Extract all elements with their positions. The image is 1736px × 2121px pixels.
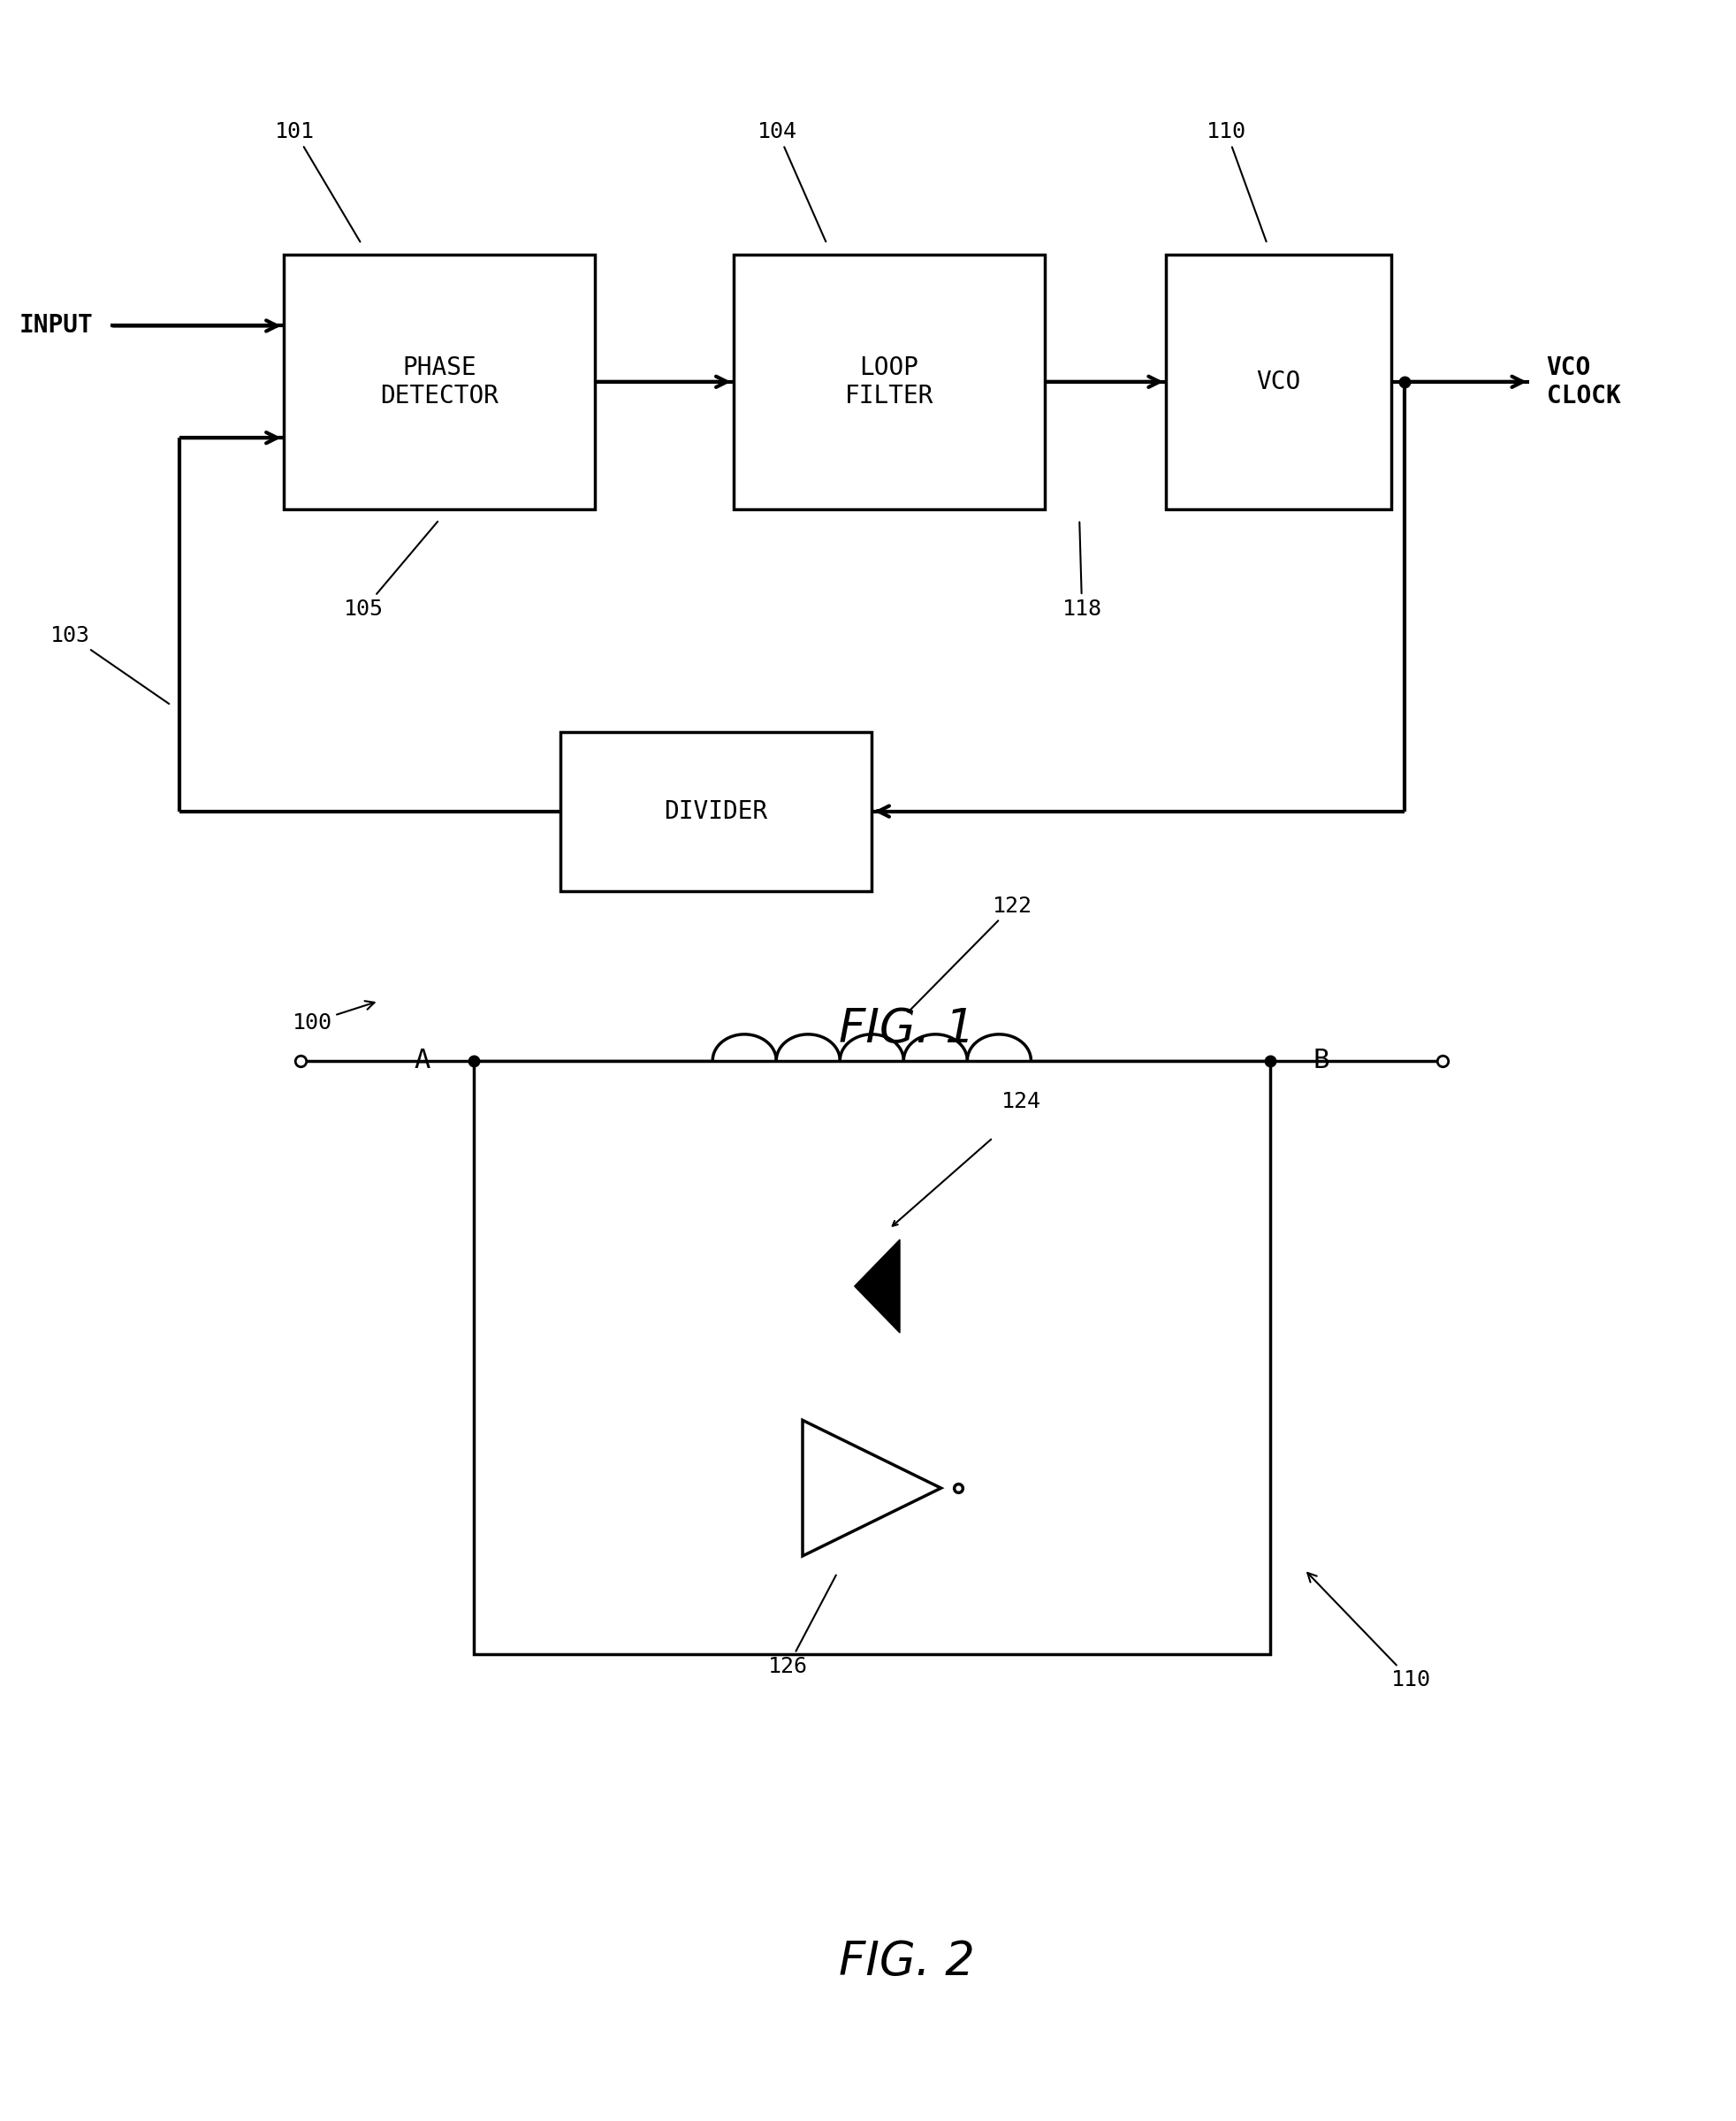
Text: 100: 100 — [292, 1001, 375, 1033]
Text: B: B — [1312, 1048, 1328, 1073]
Bar — [561, 732, 871, 891]
Bar — [283, 255, 595, 509]
Text: 126: 126 — [767, 1576, 835, 1678]
Text: VCO: VCO — [1255, 369, 1300, 395]
Bar — [733, 255, 1045, 509]
Text: INPUT: INPUT — [19, 314, 94, 337]
Bar — [474, 1060, 1269, 1654]
Text: LOOP
FILTER: LOOP FILTER — [844, 354, 932, 409]
Bar — [1165, 255, 1391, 509]
Text: 122: 122 — [908, 895, 1033, 1012]
Polygon shape — [854, 1239, 899, 1332]
Polygon shape — [802, 1421, 941, 1557]
Text: 104: 104 — [757, 121, 825, 242]
Text: 124: 124 — [1002, 1090, 1042, 1111]
Text: 110: 110 — [1207, 121, 1266, 242]
Text: VCO
CLOCK: VCO CLOCK — [1545, 354, 1620, 409]
Text: DIVIDER: DIVIDER — [663, 800, 767, 823]
Text: A: A — [415, 1048, 431, 1073]
Text: 103: 103 — [50, 626, 168, 704]
Text: 118: 118 — [1062, 522, 1101, 619]
Text: 101: 101 — [274, 121, 359, 242]
Text: FIG. 2: FIG. 2 — [838, 1939, 974, 1985]
Text: FIG. 1: FIG. 1 — [838, 1005, 974, 1052]
Text: PHASE
DETECTOR: PHASE DETECTOR — [380, 354, 498, 409]
Text: 110: 110 — [1307, 1574, 1430, 1690]
Text: 105: 105 — [344, 522, 437, 619]
